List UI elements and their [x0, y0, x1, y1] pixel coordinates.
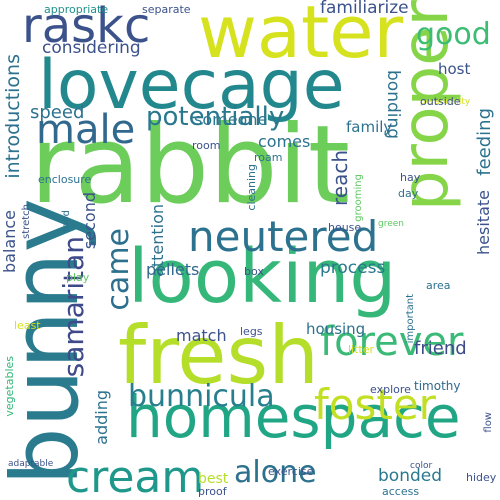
word-fresh: fresh — [118, 309, 319, 402]
word-reach: reach — [328, 150, 352, 207]
word-cream: cream — [66, 452, 205, 500]
word-housing: housing — [306, 320, 366, 338]
word-forever: forever — [320, 319, 464, 365]
word-vegetables: vegetables — [3, 356, 16, 417]
word-adding: adding — [92, 390, 111, 445]
word-cleaning: cleaning — [245, 164, 258, 211]
word-food: food — [61, 210, 72, 233]
word-came: came — [101, 228, 136, 311]
word-speed: speed — [30, 102, 85, 123]
word-male: male — [36, 107, 136, 153]
word-separate: separate — [142, 3, 191, 16]
word-host: host — [438, 60, 471, 78]
word-flow: flow — [483, 412, 494, 433]
word-feeding: feeding — [474, 108, 495, 176]
word-enclosure: enclosure — [38, 173, 92, 186]
word-friend: friend — [414, 338, 467, 359]
word-explore: explore — [370, 383, 411, 396]
word-foster: foster — [314, 380, 436, 429]
word-day: day — [398, 187, 419, 200]
word-hesitate: hesitate — [474, 190, 493, 255]
word-bunnicula: bunnicula — [128, 379, 275, 414]
word-family: family — [346, 118, 393, 136]
word-looking: looking — [128, 234, 397, 320]
word-outside: outside — [420, 95, 461, 108]
word-timothy: timothy — [414, 379, 461, 393]
word-raskc: raskc — [22, 0, 151, 54]
word-balance: balance — [0, 210, 19, 273]
word-hay: hay — [400, 171, 421, 184]
word-pellets: pellets — [146, 260, 200, 279]
word-samaritan: samaritan — [57, 236, 90, 378]
word-rabbit: rabbit — [30, 103, 351, 228]
word-room: room — [192, 139, 221, 152]
word-second: second — [80, 192, 99, 250]
word-potentially: potentially — [146, 102, 285, 132]
word-good: good — [416, 17, 491, 52]
word-play: play — [66, 271, 90, 284]
word-familiarize: familiarize — [320, 0, 409, 18]
word-process: process — [320, 258, 386, 278]
word-hidey: hidey — [466, 471, 497, 484]
word-proof: proof — [198, 485, 227, 498]
word-stretch: stretch — [21, 204, 32, 239]
word-bonding: bonding — [383, 70, 403, 140]
word-color: color — [410, 461, 433, 471]
word-comes: comes — [258, 132, 311, 151]
word-area: area — [426, 279, 451, 292]
word-litter: litter — [348, 343, 375, 356]
word-appropriate: appropriate — [44, 3, 109, 16]
word-homespace: homespace — [126, 383, 461, 451]
word-least: least — [14, 319, 41, 332]
word-green: green — [378, 219, 404, 229]
word-personality: personality — [420, 97, 471, 107]
word-bonded: bonded — [378, 466, 443, 486]
word-water: water — [198, 0, 404, 74]
word-match: match — [176, 326, 227, 345]
word-someone: someone — [194, 110, 268, 129]
word-roam: roam — [254, 151, 283, 164]
word-house: house — [328, 221, 362, 234]
word-adaptable: adaptable — [8, 459, 54, 469]
word-neutered: neutered — [188, 212, 379, 261]
word-important: important — [405, 294, 416, 344]
word-lovecage: lovecage — [38, 46, 345, 125]
word-grooming: grooming — [353, 174, 364, 222]
word-alone: alone — [234, 455, 317, 490]
word-introductions: introductions — [2, 54, 24, 179]
word-access: access — [382, 485, 420, 498]
word-legs: legs — [240, 325, 263, 338]
word-best: best — [198, 471, 229, 487]
word-box: box — [244, 265, 264, 278]
word-considering: considering — [42, 38, 141, 58]
word-exercise: exercise — [268, 465, 314, 478]
